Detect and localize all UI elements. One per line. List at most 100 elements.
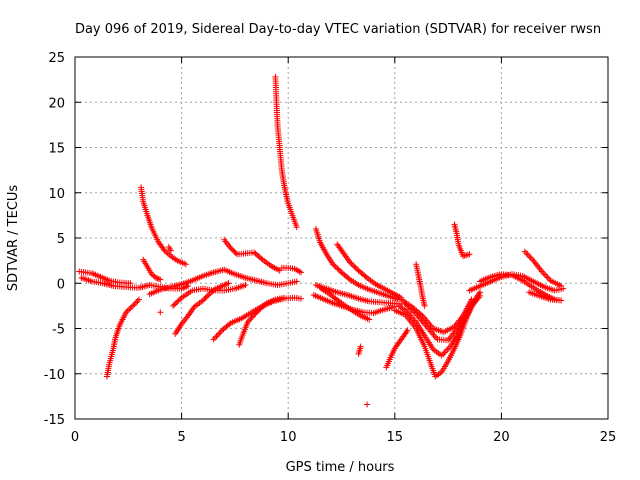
data-point — [297, 269, 304, 276]
series-arc-29 — [413, 261, 428, 309]
data-point — [128, 303, 135, 310]
data-point — [351, 263, 358, 270]
data-point — [293, 224, 300, 231]
data-point — [349, 262, 356, 269]
series-arc-13 — [236, 294, 287, 348]
data-point — [231, 248, 238, 255]
data-point — [366, 316, 373, 323]
x-tick-label: 25 — [600, 430, 617, 445]
data-point — [184, 282, 191, 289]
data-point — [543, 273, 550, 280]
data-point — [228, 246, 235, 253]
series-arc-23 — [364, 401, 371, 408]
data-point — [202, 294, 209, 301]
series-arc-03 — [103, 296, 142, 380]
data-point — [124, 307, 131, 314]
data-point — [157, 309, 164, 316]
data-point — [248, 314, 255, 321]
data-point — [258, 255, 265, 262]
series-arc-14 — [221, 236, 283, 274]
data-point — [442, 348, 449, 355]
x-tick-label: 15 — [387, 430, 404, 445]
data-point — [253, 309, 260, 316]
data-point — [221, 282, 228, 289]
data-point — [175, 297, 182, 304]
data-point — [251, 311, 258, 318]
chart-title: Day 096 of 2019, Sidereal Day-to-day VTE… — [75, 22, 601, 37]
series-arc-04 — [138, 184, 189, 268]
series-arc-22 — [355, 343, 364, 357]
data-point — [214, 331, 221, 338]
y-tick-label: 25 — [48, 51, 65, 66]
data-point — [544, 274, 551, 281]
data-point — [297, 295, 304, 302]
data-point — [201, 296, 208, 303]
x-axis-label: GPS time / hours — [286, 460, 395, 475]
data-point — [230, 247, 237, 254]
data-point — [357, 343, 364, 350]
data-point — [134, 298, 141, 305]
data-point — [126, 306, 133, 313]
series-arc-33 — [521, 248, 565, 289]
data-point — [227, 244, 234, 251]
x-tick-label: 0 — [71, 430, 79, 445]
y-tick-label: -15 — [44, 413, 65, 428]
data-point — [174, 298, 181, 305]
y-tick-label: 15 — [48, 142, 65, 157]
series-arc-18 — [334, 241, 405, 301]
x-tick-label: 10 — [280, 430, 297, 445]
data-point — [430, 331, 437, 338]
y-tick-label: -10 — [44, 368, 65, 383]
data-point — [347, 259, 354, 266]
data-point — [242, 282, 249, 289]
data-point — [254, 308, 261, 315]
data-point — [440, 351, 447, 358]
data-point — [252, 310, 259, 317]
data-point — [203, 293, 210, 300]
series-arc-30 — [451, 221, 473, 260]
series-arc-16 — [278, 264, 304, 276]
data-point — [232, 250, 239, 257]
data-point — [172, 300, 179, 307]
data-point — [170, 302, 177, 309]
data-point — [155, 276, 162, 283]
data-point — [280, 294, 287, 301]
data-point — [131, 301, 138, 308]
data-point — [226, 321, 233, 328]
data-point — [345, 275, 352, 282]
data-point — [182, 261, 189, 268]
y-tick-label: 0 — [57, 277, 65, 292]
series-arc-08 — [146, 266, 300, 298]
series-arc-05 — [140, 256, 164, 283]
data-point — [521, 248, 528, 255]
data-point — [199, 297, 206, 304]
series-arc-26 — [396, 296, 479, 359]
series-arc-10 — [170, 282, 249, 309]
data-point — [431, 333, 438, 340]
ticks: 0 5 10 15 20 25 -15 -10 -5 0 5 10 15 20 25 — [44, 51, 617, 445]
y-axis-label: SDTVAR / TECUs — [6, 185, 21, 292]
data-point — [528, 256, 535, 263]
data-point — [540, 269, 547, 276]
data-point — [524, 251, 531, 258]
data-point — [523, 250, 530, 257]
data-point — [127, 305, 134, 312]
data-point — [224, 280, 231, 287]
data-point — [249, 313, 256, 320]
data-point — [216, 330, 223, 337]
series-arc-21 — [317, 284, 373, 323]
data-point — [337, 268, 344, 275]
y-tick-label: 5 — [57, 232, 65, 247]
data-point — [348, 260, 355, 267]
data-point — [404, 327, 411, 334]
data-point — [205, 292, 212, 299]
data-point — [334, 265, 341, 272]
series-arc-12 — [210, 294, 304, 343]
data-point — [421, 302, 428, 309]
data-point — [352, 264, 359, 271]
series-arc-02 — [78, 274, 140, 291]
series-arc-11 — [157, 309, 164, 316]
data-point — [526, 253, 533, 260]
data-point — [225, 280, 232, 287]
data-point — [133, 299, 140, 306]
